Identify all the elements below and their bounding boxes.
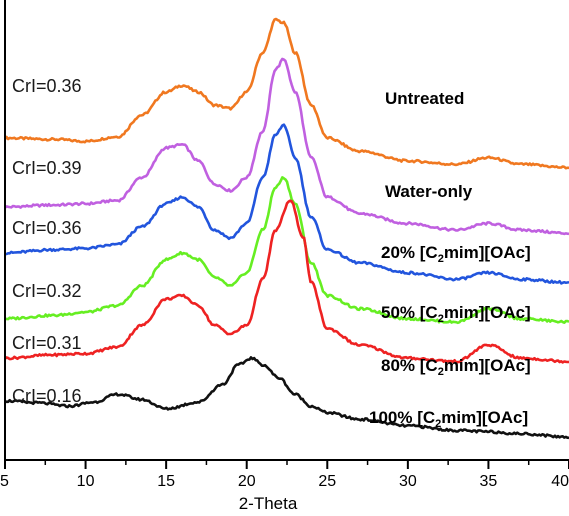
series-line-0: [3, 17, 569, 170]
x-tick-label: 25: [318, 473, 336, 490]
crl-label-untreated: CrI=0.36: [12, 76, 82, 96]
series-line-1: [4, 57, 569, 236]
x-tick-label: 40: [551, 473, 569, 490]
series-label-water-only: Water-only: [385, 182, 473, 201]
crl-label-water-only: CrI=0.39: [12, 158, 82, 178]
x-tick-label: 20: [238, 473, 256, 490]
series-label-20pct: 20% [C2mim][OAc]: [381, 243, 531, 265]
x-axis-label: 2-Theta: [239, 494, 298, 513]
crl-label-100pct: CrI=0.16: [12, 386, 82, 406]
x-ticks: 5 10 15 20 25 30 35 40: [0, 460, 569, 490]
x-tick-label: 15: [157, 473, 175, 490]
x-tick-label: 10: [77, 473, 95, 490]
crl-label-50pct: CrI=0.32: [12, 281, 82, 301]
series-label-50pct: 50% [C2mim][OAc]: [381, 303, 531, 325]
x-tick-label: 35: [480, 473, 498, 490]
crl-label-80pct: CrI=0.31: [12, 333, 82, 353]
series-label-untreated: Untreated: [385, 89, 464, 108]
plot-lines: [3, 17, 569, 440]
series-line-3: [4, 176, 569, 325]
x-tick-label: 5: [0, 473, 9, 490]
series-line-5: [4, 356, 569, 440]
series-label-80pct: 80% [C2mim][OAc]: [381, 356, 531, 378]
series-line-2: [4, 123, 569, 285]
x-tick-label: 30: [399, 473, 417, 490]
series-line-4: [4, 199, 569, 364]
series-label-100pct: 100% [C2mim][OAc]: [369, 408, 528, 430]
crl-label-20pct: CrI=0.36: [12, 218, 82, 238]
